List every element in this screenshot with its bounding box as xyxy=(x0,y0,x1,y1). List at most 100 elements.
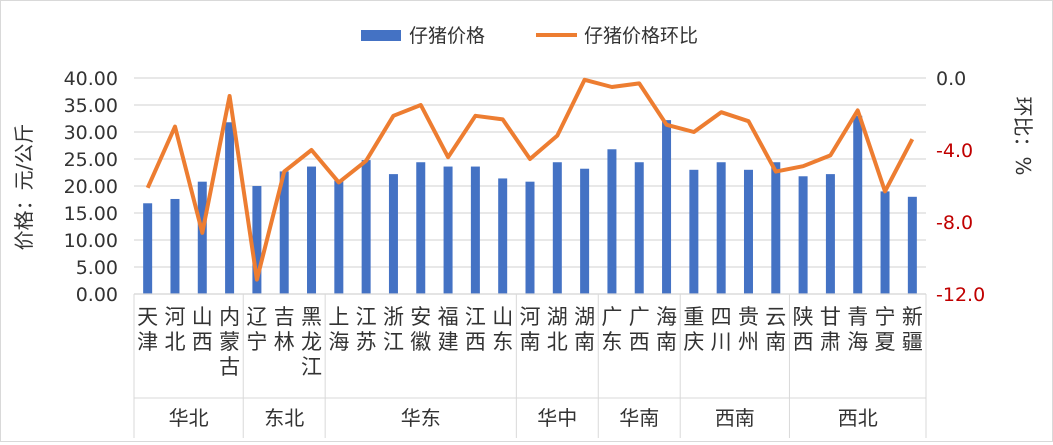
bar xyxy=(662,120,672,295)
bar xyxy=(552,162,562,294)
legend-line-label: 仔猪价格环比 xyxy=(584,25,698,47)
y-left-tick: 15.00 xyxy=(64,203,118,225)
x-category-label: 山 xyxy=(492,305,513,329)
line-series xyxy=(145,77,915,282)
x-category-label: 云 xyxy=(765,305,786,329)
x-category-label: 林 xyxy=(274,330,295,354)
y-left-tick: 30.00 xyxy=(64,122,118,144)
x-category-label: 浙 xyxy=(383,305,404,329)
x-category-label: 南 xyxy=(656,330,677,354)
bar xyxy=(853,115,863,294)
x-category-label: 建 xyxy=(438,330,459,354)
legend-bar-swatch-icon xyxy=(361,30,401,41)
y-axis-left-title: 价格：元/公斤 xyxy=(12,124,36,251)
x-category-label: 海 xyxy=(847,330,868,354)
x-category-label: 江 xyxy=(301,355,322,379)
x-category-label: 广 xyxy=(601,305,622,329)
x-group-label: 华南 xyxy=(619,406,659,430)
x-category-label: 江 xyxy=(465,305,486,329)
bar-series xyxy=(143,115,917,295)
bar xyxy=(607,149,617,294)
bar xyxy=(580,168,590,294)
y-left-tick: 35.00 xyxy=(64,95,118,117)
x-category-label: 海 xyxy=(328,330,349,354)
line-path xyxy=(145,77,915,282)
x-category-label: 西 xyxy=(465,330,486,354)
bar xyxy=(525,181,535,294)
x-category-label: 重 xyxy=(683,305,704,329)
bar xyxy=(252,186,262,294)
y-left-tick: 25.00 xyxy=(64,149,118,171)
bar xyxy=(907,196,917,294)
legend-bar-label: 仔猪价格 xyxy=(409,25,485,47)
x-category-label: 肃 xyxy=(820,330,841,354)
x-category-label: 宁 xyxy=(875,305,896,329)
x-category-label: 西 xyxy=(192,330,213,354)
bar xyxy=(880,191,890,294)
bar xyxy=(771,162,781,294)
x-category-label: 天 xyxy=(137,305,158,329)
x-group-label: 西南 xyxy=(715,406,755,430)
x-category-label: 安 xyxy=(410,305,431,329)
bar xyxy=(743,169,753,294)
bar xyxy=(416,162,426,294)
x-category-label: 辽 xyxy=(246,305,267,329)
x-category-label: 上 xyxy=(328,305,349,329)
x-axis-categories: 天津河北山西内蒙古辽宁吉林黑龙江上海江苏浙江安徽福建江西山东河南湖北湖南广东广西… xyxy=(133,293,927,438)
x-category-label: 福 xyxy=(438,305,459,329)
x-category-label: 西 xyxy=(629,330,650,354)
bar xyxy=(388,174,398,294)
x-category-label: 苏 xyxy=(356,330,377,354)
y-left-tick: 5.00 xyxy=(76,257,118,279)
x-category-label: 州 xyxy=(738,330,759,354)
bar xyxy=(225,122,235,294)
x-category-label: 湖 xyxy=(574,305,595,329)
x-group-label: 华中 xyxy=(537,406,577,430)
y-right-tick: -8.0 xyxy=(936,212,973,234)
bar xyxy=(197,181,207,294)
x-category-label: 海 xyxy=(656,305,677,329)
bar xyxy=(716,162,726,294)
bar xyxy=(361,160,371,294)
x-category-label: 东 xyxy=(601,330,622,354)
y-axis-right-title: 环比：% xyxy=(1011,96,1035,175)
x-category-label: 南 xyxy=(520,330,541,354)
x-category-label: 古 xyxy=(219,355,240,379)
bar xyxy=(143,203,153,294)
y-axis-right: 0.0 -4.0 -8.0 -12.0 xyxy=(936,68,985,306)
x-category-label: 东 xyxy=(492,330,513,354)
bar xyxy=(498,178,508,294)
bar xyxy=(470,166,480,294)
x-group-label: 华北 xyxy=(169,406,209,430)
y-axis-left: 0.00 5.00 10.00 15.00 20.00 25.00 30.00 35.00 40… xyxy=(64,68,118,306)
x-category-label: 河 xyxy=(520,305,541,329)
x-group-label: 西北 xyxy=(838,406,878,430)
x-category-label: 湖 xyxy=(547,305,568,329)
x-category-label: 江 xyxy=(356,305,377,329)
bar xyxy=(443,166,453,294)
x-category-label: 疆 xyxy=(902,330,923,354)
bar xyxy=(307,166,317,294)
x-category-label: 江 xyxy=(383,330,404,354)
x-category-label: 西 xyxy=(793,330,814,354)
x-category-label: 北 xyxy=(164,330,185,354)
bar xyxy=(634,162,644,294)
bar xyxy=(689,169,699,294)
x-category-label: 内 xyxy=(219,305,240,329)
x-category-label: 北 xyxy=(547,330,568,354)
x-group-label: 东北 xyxy=(264,406,304,430)
x-category-label: 夏 xyxy=(875,330,896,354)
x-category-label: 青 xyxy=(847,305,868,329)
x-category-label: 河 xyxy=(164,305,185,329)
x-category-label: 甘 xyxy=(820,305,841,329)
y-left-tick: 20.00 xyxy=(64,176,118,198)
bar xyxy=(279,171,289,294)
bar xyxy=(798,176,808,294)
x-category-label: 黑 xyxy=(301,305,322,329)
x-category-label: 宁 xyxy=(246,330,267,354)
x-category-label: 新 xyxy=(902,305,923,329)
y-left-tick: 10.00 xyxy=(64,230,118,252)
legend: 仔猪价格 仔猪价格环比 xyxy=(361,25,698,47)
bar xyxy=(170,198,180,294)
